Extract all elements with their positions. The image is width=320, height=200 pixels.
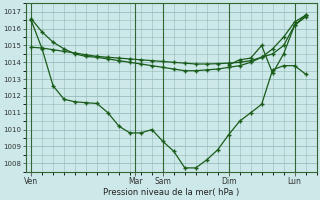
X-axis label: Pression niveau de la mer( hPa ): Pression niveau de la mer( hPa ) xyxy=(103,188,239,197)
